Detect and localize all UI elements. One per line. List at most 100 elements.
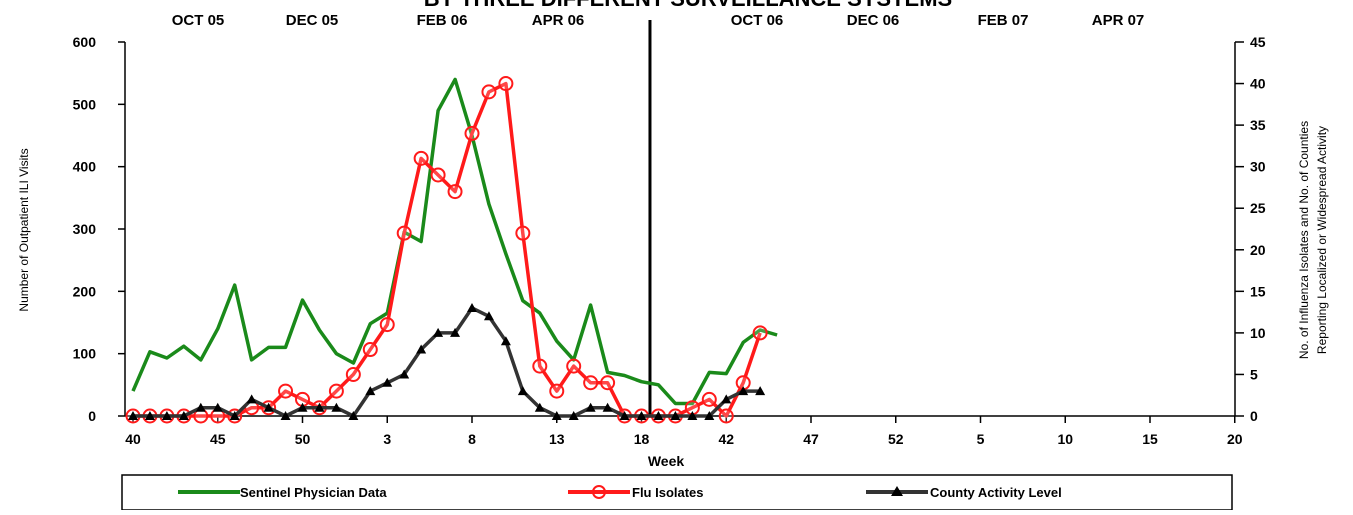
x-tick-label: 52 bbox=[888, 431, 904, 447]
right-tick-label: 40 bbox=[1250, 76, 1266, 92]
sentinel-physician-data-line bbox=[131, 77, 778, 406]
county-activity-level-point bbox=[331, 402, 342, 412]
flu-isolates-point bbox=[328, 383, 344, 399]
top-month-label: APR 07 bbox=[1092, 12, 1145, 29]
flu-isolates-point bbox=[532, 358, 548, 374]
county-activity-level-point bbox=[348, 411, 359, 420]
x-tick-label: 45 bbox=[210, 431, 226, 447]
legend-label-flu: Flu Isolates bbox=[632, 485, 704, 500]
x-tick-label: 20 bbox=[1227, 431, 1243, 447]
right-tick-label: 25 bbox=[1250, 200, 1266, 216]
legend-marker-county bbox=[891, 486, 903, 496]
flu-isolates-point bbox=[718, 408, 734, 424]
flu-isolates-point bbox=[481, 84, 497, 100]
county-activity-level-point bbox=[483, 311, 494, 321]
x-axis-title: Week bbox=[648, 453, 685, 469]
flu-isolates-point bbox=[413, 150, 429, 166]
top-month-label: APR 06 bbox=[532, 12, 585, 29]
left-tick-label: 100 bbox=[73, 346, 97, 362]
flu-isolates-point bbox=[498, 76, 514, 92]
top-month-label: OCT 05 bbox=[172, 12, 225, 29]
y-axis-right-title-line2: Reporting Localized or Widespread Activi… bbox=[1315, 126, 1329, 354]
legend-box bbox=[121, 474, 1233, 511]
county-activity-level-point bbox=[585, 402, 596, 412]
county-activity-level-point bbox=[687, 411, 698, 420]
x-tick-label: 40 bbox=[125, 431, 141, 447]
top-month-labels: OCT 05 DEC 05 FEB 06 APR 06 OCT 06 DEC 06 FEB … bbox=[172, 12, 1145, 29]
county-activity-level-point bbox=[365, 386, 376, 396]
flu-isolates-point bbox=[566, 358, 582, 374]
top-month-label: FEB 06 bbox=[417, 12, 468, 29]
legend: Sentinel Physician Data Flu Isolates Cou… bbox=[121, 474, 1233, 511]
county-activity-level-point bbox=[212, 402, 223, 412]
left-tick-label: 0 bbox=[88, 408, 96, 424]
chart-title: BY THREE DIFFERENT SURVEILLANCE SYSTEMS bbox=[424, 0, 952, 11]
county-activity-level-point bbox=[653, 411, 664, 420]
legend-marker-flu bbox=[592, 485, 606, 499]
left-tick-label: 600 bbox=[73, 34, 97, 50]
county-activity-level-point bbox=[382, 377, 393, 387]
flu-isolates-point bbox=[701, 391, 717, 407]
county-activity-level-line bbox=[133, 306, 761, 418]
x-tick-label: 3 bbox=[383, 431, 391, 447]
left-tick-label: 400 bbox=[73, 159, 97, 175]
county-activity-level-point bbox=[636, 411, 647, 420]
county-activity-level-point bbox=[738, 386, 749, 396]
county-activity-level-point bbox=[568, 411, 579, 420]
left-tick-label: 300 bbox=[73, 221, 97, 237]
county-activity-level-point bbox=[144, 411, 155, 420]
flu-isolates-point bbox=[752, 325, 768, 341]
x-tick-label: 5 bbox=[977, 431, 985, 447]
x-tick-label: 10 bbox=[1057, 431, 1073, 447]
county-activity-level-point bbox=[297, 402, 308, 412]
series-layer bbox=[125, 76, 778, 424]
y-axis-left-title: Number of Outpatient ILI Visits bbox=[17, 148, 31, 311]
county-activity-level-point bbox=[161, 411, 172, 420]
county-activity-level-point bbox=[263, 402, 274, 412]
top-month-label: OCT 06 bbox=[731, 12, 784, 29]
right-tick-label: 15 bbox=[1250, 283, 1266, 299]
left-axis-ticks: 0 100 200 300 400 500 600 bbox=[73, 34, 125, 424]
top-month-label: FEB 07 bbox=[978, 12, 1029, 29]
x-tick-label: 50 bbox=[295, 431, 311, 447]
x-tick-label: 18 bbox=[634, 431, 650, 447]
county-activity-level-point bbox=[314, 402, 325, 412]
flu-isolates-point bbox=[600, 375, 616, 391]
flu-isolates-point bbox=[583, 375, 599, 391]
county-activity-level-point bbox=[128, 411, 138, 420]
left-tick-label: 200 bbox=[73, 283, 97, 299]
y-axis-right-title-line1: No. of Influenza Isolates and No. of Cou… bbox=[1297, 121, 1311, 359]
flu-isolates-point bbox=[278, 383, 294, 399]
right-axis-ticks: 0 5 10 15 20 25 30 35 40 45 bbox=[1235, 34, 1266, 424]
legend-label-county: County Activity Level bbox=[930, 485, 1062, 500]
county-activity-level-point bbox=[721, 394, 732, 404]
right-tick-label: 0 bbox=[1250, 408, 1258, 424]
x-tick-label: 15 bbox=[1142, 431, 1158, 447]
right-tick-label: 5 bbox=[1250, 366, 1258, 382]
top-month-label: DEC 05 bbox=[286, 12, 339, 29]
flu-isolates-point bbox=[379, 317, 395, 333]
county-activity-level-point bbox=[399, 369, 410, 379]
county-activity-level-point bbox=[551, 411, 562, 420]
county-activity-level-point bbox=[500, 336, 511, 346]
legend-label-sentinel: Sentinel Physician Data bbox=[240, 485, 387, 500]
county-activity-level-point bbox=[178, 411, 189, 420]
right-tick-label: 30 bbox=[1250, 159, 1266, 175]
county-activity-level-point bbox=[619, 411, 630, 420]
county-activity-level-point bbox=[704, 411, 715, 420]
county-activity-level-point bbox=[416, 344, 427, 354]
county-activity-level-point bbox=[602, 402, 613, 412]
county-activity-level-point bbox=[467, 302, 477, 312]
right-tick-label: 10 bbox=[1250, 325, 1266, 341]
county-activity-level-point bbox=[450, 327, 461, 337]
county-activity-level-point bbox=[755, 386, 766, 396]
x-tick-label: 42 bbox=[718, 431, 734, 447]
flu-isolates-point bbox=[396, 225, 412, 241]
county-activity-level-point bbox=[670, 411, 681, 420]
flu-isolates-point bbox=[464, 125, 480, 141]
left-tick-label: 500 bbox=[73, 96, 97, 112]
county-activity-level-point bbox=[229, 411, 240, 420]
right-tick-label: 20 bbox=[1250, 242, 1266, 258]
flu-isolates-point bbox=[515, 225, 531, 241]
